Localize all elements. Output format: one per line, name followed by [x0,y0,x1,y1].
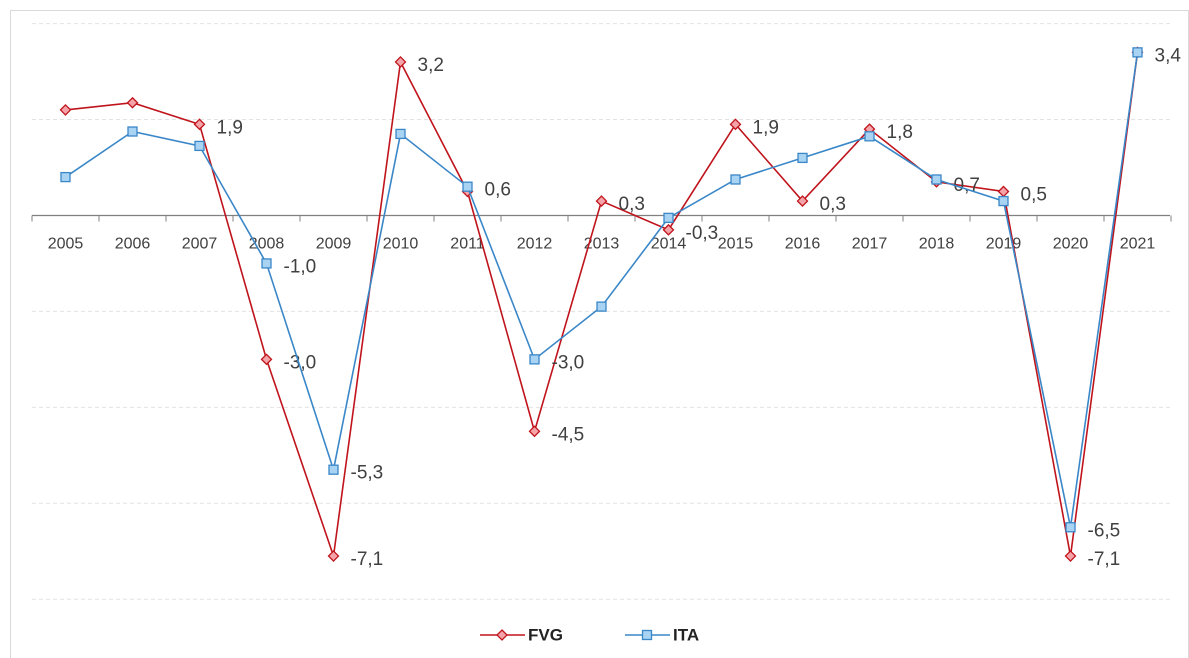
x-tick-label: 2006 [115,236,151,253]
point [729,118,742,131]
x-tick-label: 2018 [919,236,955,253]
data-label: -0,3 [686,223,719,244]
legend-label: FVG [528,625,563,644]
point [60,171,71,183]
data-label: -5,3 [351,463,384,484]
point [1064,550,1077,562]
data-label: 3,4 [1155,45,1182,66]
x-tick-label: 2009 [316,236,352,253]
point [261,258,272,269]
x-tick-label: 2013 [584,236,620,253]
data-label: -6,5 [1088,520,1121,541]
x-tick-label: 2014 [651,236,687,253]
x-tick-label: 2015 [718,236,754,253]
point [641,629,653,641]
data-label: -3,0 [552,352,585,373]
point [864,131,875,142]
point [327,550,340,562]
point [663,212,674,224]
data-label: 3,2 [418,55,444,76]
x-tick-label: 2016 [785,236,821,253]
point [998,195,1009,207]
point [496,629,508,641]
point [260,353,273,366]
x-tick-label: 2020 [1053,236,1089,253]
point [730,174,741,185]
x-tick-label: 2017 [852,236,888,253]
data-label: -7,1 [351,549,384,570]
point [328,464,339,475]
point [1132,47,1143,58]
point [395,128,406,140]
point [596,301,607,312]
point [931,174,942,185]
legend-label: ITA [673,625,699,644]
data-label: -3,0 [284,352,317,373]
x-tick-label: 2019 [986,236,1022,253]
point [127,126,138,137]
x-tick-label: 2011 [450,236,485,253]
point [595,195,608,207]
point [193,118,206,131]
point [797,152,808,164]
data-label: 1,8 [887,122,913,143]
data-label: 0,3 [820,194,846,215]
data-label: -4,5 [552,424,585,445]
x-tick-label: 2008 [249,236,285,253]
point [796,195,809,207]
point [194,140,205,152]
data-label: 1,9 [217,117,243,138]
point [462,181,473,192]
data-label: 0,5 [1021,184,1047,205]
point [997,185,1010,198]
x-tick-label: 2005 [48,236,84,253]
x-tick-label: 2021 [1120,236,1156,253]
x-tick-label: 2007 [182,236,218,253]
point [1065,522,1076,533]
x-tick-label: 2010 [383,236,419,253]
point [528,425,541,438]
data-label: -1,0 [284,256,317,277]
data-label: -7,1 [1088,549,1121,570]
point [126,96,139,109]
data-label: 0,3 [619,194,645,215]
data-label: 0,6 [485,180,511,201]
point [662,223,675,236]
chart-border [10,10,1189,658]
point [59,104,72,116]
series [60,47,1143,533]
point [394,56,407,68]
x-tick-label: 2012 [517,236,553,253]
data-label: 1,9 [753,117,779,138]
point [529,354,540,365]
